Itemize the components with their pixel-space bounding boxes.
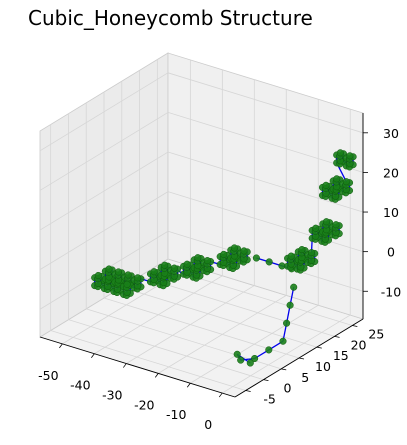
x-tick-label: -30	[102, 388, 122, 403]
structure-node	[279, 337, 287, 345]
structure-node	[94, 271, 102, 280]
y-tick-label: 15	[333, 348, 349, 363]
structure-node	[290, 283, 298, 291]
y-tick-mark	[334, 335, 340, 338]
y-tick-label: 5	[301, 370, 309, 385]
structure-node	[123, 280, 131, 288]
x-tick-mark	[122, 363, 127, 368]
x-tick-label: -50	[38, 368, 58, 383]
structure-node	[265, 258, 273, 266]
structure-node	[134, 274, 142, 282]
structure-node	[283, 319, 291, 327]
structure-node	[333, 175, 341, 183]
structure-node	[194, 254, 202, 262]
structure-node	[233, 350, 241, 358]
grid-line-z-left	[39, 72, 169, 152]
grid-line-y-floor	[139, 275, 335, 337]
structure-node	[240, 247, 248, 255]
structure-node	[312, 224, 320, 232]
structure-node	[203, 257, 211, 265]
structure-node	[307, 249, 316, 257]
structure-node	[252, 254, 260, 262]
grid-line-z-left	[39, 112, 169, 191]
y-tick-mark	[316, 346, 322, 349]
structure-node	[105, 265, 113, 273]
y-tick-label: 10	[315, 359, 331, 374]
structure-node	[230, 244, 238, 252]
structure-node	[124, 271, 132, 279]
x-tick-label: -20	[134, 397, 154, 412]
z-tick-label: -10	[381, 284, 401, 299]
chart-title: Cubic_Honeycomb Structure	[28, 6, 313, 30]
structure-node	[114, 268, 123, 276]
grid-line-z-left	[39, 191, 169, 270]
structure-node	[237, 356, 245, 364]
y-tick-label: 20	[351, 337, 367, 352]
grid-line-z-back	[167, 151, 364, 213]
x-tick-label: -40	[70, 378, 90, 393]
y-tick-label: -5	[263, 392, 275, 407]
structure-node	[150, 268, 158, 276]
y-tick-label: 25	[368, 327, 384, 342]
structure-node	[332, 221, 340, 229]
structure-node	[251, 354, 259, 363]
structure-node	[161, 261, 169, 269]
y-tick-mark	[298, 357, 305, 360]
structure-node	[336, 149, 344, 157]
structure-node	[346, 152, 354, 160]
structure-node	[322, 218, 330, 226]
structure-node	[342, 178, 350, 186]
x-tick-mark	[59, 343, 63, 349]
z-tick-label: 10	[383, 205, 399, 220]
x-tick-mark	[154, 373, 159, 378]
y-tick-mark	[352, 325, 358, 327]
x-tick-label: -10	[166, 407, 186, 422]
grid-line-y-floor	[68, 319, 264, 381]
structure-node	[298, 246, 306, 254]
structure-node	[170, 264, 178, 272]
structure-node	[265, 346, 273, 354]
grid-line-y-floor	[50, 330, 246, 391]
structure-node	[246, 359, 254, 367]
structure-node	[287, 252, 295, 260]
structure-nodes	[91, 149, 357, 367]
z-tick-label: 20	[383, 165, 399, 180]
y-tick-mark	[281, 368, 287, 371]
grid-line-z-back	[167, 112, 364, 173]
z-tick-label: 30	[383, 126, 399, 141]
x-axis-line	[39, 336, 236, 398]
x-tick-label: 0	[204, 417, 212, 432]
x-tick-mark	[91, 353, 95, 358]
grid-line-z-back	[167, 72, 364, 134]
y-tick-label: 0	[283, 381, 291, 396]
structure-node	[183, 260, 191, 268]
x-tick-mark	[218, 392, 223, 398]
structure-node	[286, 301, 294, 309]
structure-node	[322, 181, 330, 189]
y-tick-mark	[245, 390, 251, 392]
grid-line-z-left	[39, 151, 169, 231]
z-tick-label: 0	[387, 245, 395, 260]
x-tick-mark	[186, 382, 191, 388]
structure-node	[220, 250, 228, 258]
y-tick-mark	[263, 379, 269, 382]
